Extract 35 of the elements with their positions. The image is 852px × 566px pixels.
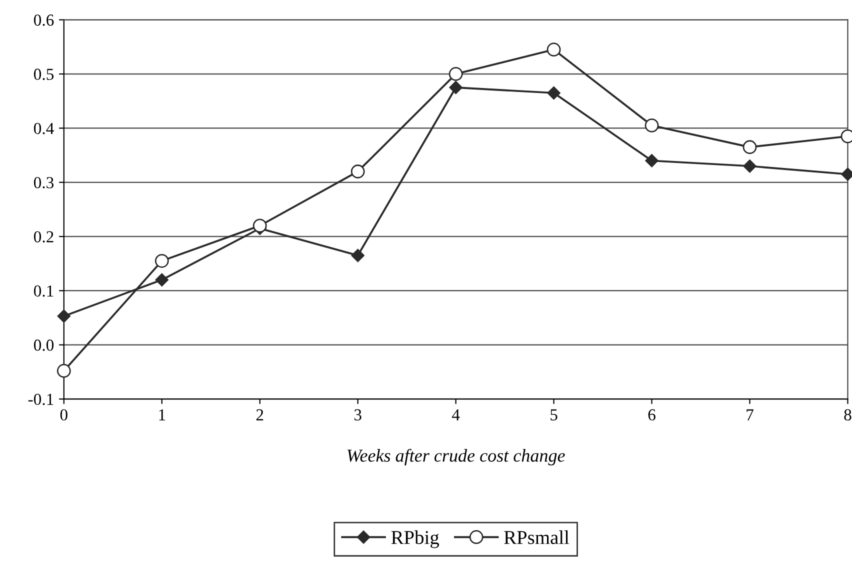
point <box>57 310 70 323</box>
y-tick-label: 0.5 <box>34 68 54 80</box>
x-tick-label: 1 <box>159 409 166 420</box>
y-tick-label: 0.1 <box>34 285 54 297</box>
point <box>742 140 757 154</box>
point <box>154 254 169 268</box>
y-tick-label: 0.4 <box>34 122 54 134</box>
y-tick-label: 0.2 <box>34 231 54 243</box>
point <box>546 42 561 57</box>
point <box>56 364 71 378</box>
point <box>644 118 659 132</box>
x-tick-label: 2 <box>256 409 264 420</box>
x-tick-label: 3 <box>354 409 362 420</box>
point <box>449 80 462 94</box>
point <box>350 164 365 178</box>
point <box>547 86 560 100</box>
x-axis-title: Weeks after crude cost change <box>348 448 565 466</box>
y-tick-label: 0.3 <box>34 177 54 188</box>
y-tick-label: 0.6 <box>34 14 54 26</box>
y-tick-label: 0.0 <box>34 340 54 351</box>
x-tick-label: 6 <box>648 409 656 420</box>
point <box>743 159 756 173</box>
point <box>645 154 658 168</box>
point <box>155 273 168 286</box>
x-tick-label: 7 <box>746 409 754 420</box>
point <box>252 218 267 233</box>
x-tick-label: 5 <box>550 409 558 420</box>
point <box>448 67 463 81</box>
legend-label: RPbig <box>391 530 440 548</box>
x-tick-label: 8 <box>844 409 852 420</box>
x-tick-label: 4 <box>452 409 460 420</box>
legend-label: RPsmall <box>504 530 570 544</box>
y-tick-label: -0.1 <box>28 394 54 406</box>
x-tick-label: 0 <box>60 409 68 420</box>
point <box>351 248 364 262</box>
